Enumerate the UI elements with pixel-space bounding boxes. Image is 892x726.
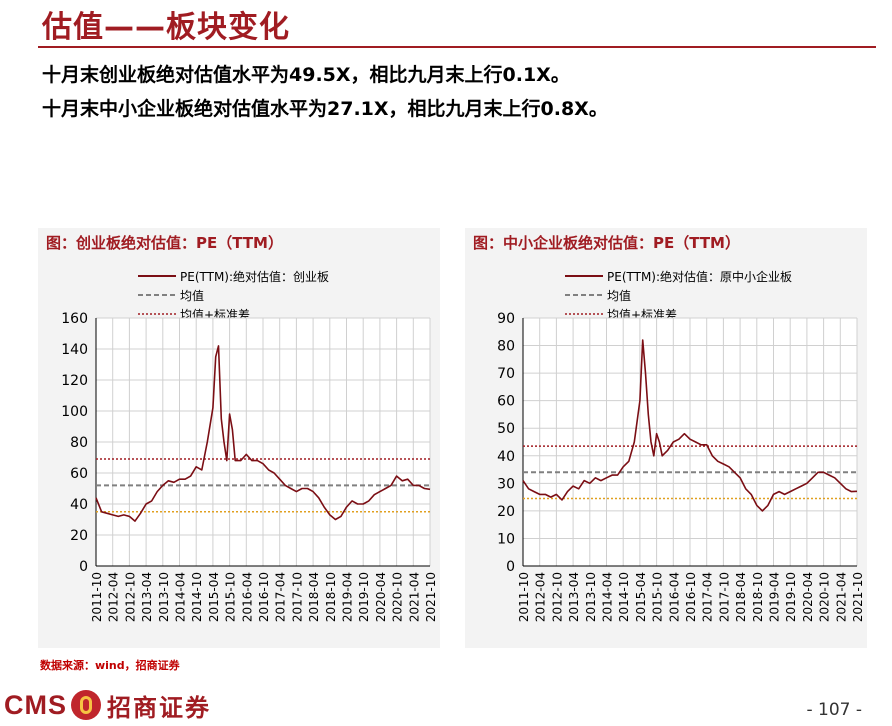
y-tick-label: 80 (70, 435, 88, 451)
x-tick-label: 2020-04 (374, 572, 388, 622)
x-tick-label: 2012-10 (550, 572, 564, 622)
y-tick-label: 30 (497, 476, 515, 492)
y-tick-label: 140 (61, 342, 88, 358)
x-tick-label: 2017-10 (290, 572, 304, 622)
y-tick-label: 160 (61, 311, 88, 327)
x-tick-label: 2017-04 (274, 572, 288, 622)
x-tick-label: 2015-10 (224, 572, 238, 622)
x-tick-label: 2020-04 (801, 572, 815, 622)
x-tick-label: 2019-04 (768, 572, 782, 622)
y-tick-label: 40 (497, 449, 515, 465)
y-tick-label: 60 (497, 394, 515, 410)
y-tick-label: 120 (61, 373, 88, 389)
legend-label: 均值 (180, 288, 204, 303)
x-tick-label: 2016-10 (684, 572, 698, 622)
x-tick-label: 2013-04 (567, 572, 581, 622)
x-tick-label: 2016-04 (240, 572, 254, 622)
x-tick-label: 2017-04 (701, 572, 715, 622)
legend-label: PE(TTM):绝对估值：创业板 (180, 269, 329, 284)
x-tick-label: 2021-10 (424, 572, 438, 622)
x-tick-label: 2013-10 (584, 572, 598, 622)
y-tick-label: 50 (497, 421, 515, 437)
x-tick-label: 2018-10 (324, 572, 338, 622)
chart-title: 图：创业板绝对估值：PE（TTM） (46, 234, 283, 252)
x-tick-label: 2018-04 (307, 572, 321, 622)
y-tick-label: 40 (70, 497, 88, 513)
logo-text: CMS (4, 689, 67, 720)
summary-line-chinext: 十月末创业板绝对估值水平为49.5X，相比九月末上行0.1X。 (42, 64, 570, 86)
title-divider (38, 46, 876, 48)
chart-chinext-pe: PE(TTM):绝对估值：创业板均值均值+标准差均值-标准差0204060801… (61, 269, 438, 622)
x-tick-label: 2018-10 (751, 572, 765, 622)
y-tick-label: 70 (497, 366, 515, 382)
x-tick-label: 2012-10 (123, 572, 137, 622)
x-tick-label: 2015-04 (634, 572, 648, 622)
x-tick-label: 2011-10 (517, 572, 531, 622)
y-tick-label: 20 (497, 504, 515, 520)
x-tick-label: 2014-04 (601, 572, 615, 622)
summary-line-sme: 十月末中小企业板绝对估值水平为27.1X，相比九月末上行0.8X。 (42, 98, 608, 120)
x-tick-label: 2014-10 (190, 572, 204, 622)
x-tick-label: 2013-10 (157, 572, 171, 622)
series-line (522, 339, 858, 512)
x-tick-label: 2011-10 (90, 572, 104, 622)
y-tick-label: 0 (506, 559, 515, 575)
x-tick-label: 2012-04 (534, 572, 548, 622)
x-tick-label: 2014-10 (617, 572, 631, 622)
y-tick-label: 80 (497, 339, 515, 355)
x-tick-label: 2019-10 (357, 572, 371, 622)
company-logo: CMS 招商证券 (4, 688, 211, 722)
x-tick-label: 2021-04 (407, 572, 421, 622)
legend-label: 均值 (607, 288, 631, 303)
x-tick-label: 2014-04 (174, 572, 188, 622)
x-tick-label: 2015-04 (207, 572, 221, 622)
x-tick-label: 2016-10 (257, 572, 271, 622)
page-number: - 107 - (806, 700, 862, 720)
y-tick-label: 20 (70, 528, 88, 544)
series-line (95, 345, 431, 522)
x-tick-label: 2015-10 (651, 572, 665, 622)
x-tick-label: 2018-04 (734, 572, 748, 622)
x-tick-label: 2021-04 (834, 572, 848, 622)
y-tick-label: 100 (61, 404, 88, 420)
x-tick-label: 2016-04 (667, 572, 681, 622)
x-tick-label: 2019-04 (341, 572, 355, 622)
legend-label: PE(TTM):绝对估值：原中小企业板 (607, 269, 792, 284)
page-title: 估值——板块变化 (42, 10, 290, 45)
x-tick-label: 2019-10 (784, 572, 798, 622)
x-tick-label: 2020-10 (818, 572, 832, 622)
chart-panel-sme: 图：中小企业板绝对估值：PE（TTM） PE(TTM):绝对估值：原中小企业板均… (465, 228, 867, 648)
chart-panel-chinext: 图：创业板绝对估值：PE（TTM） PE(TTM):绝对估值：创业板 均值 均值+标… (38, 228, 440, 648)
chart-title: 图：中小企业板绝对估值：PE（TTM） (473, 234, 740, 252)
y-tick-label: 0 (79, 559, 88, 575)
y-tick-label: 60 (70, 466, 88, 482)
x-tick-label: 2012-04 (107, 572, 121, 622)
x-tick-label: 2013-04 (140, 572, 154, 622)
y-tick-label: 10 (497, 531, 515, 547)
logo-mark-icon (71, 690, 101, 720)
x-tick-label: 2020-10 (391, 572, 405, 622)
x-tick-label: 2017-10 (717, 572, 731, 622)
chart-sme-pe: PE(TTM):绝对估值：原中小企业板均值均值+标准差均值-标准差0102030… (497, 269, 865, 622)
y-tick-label: 90 (497, 311, 515, 327)
logo-text-cn: 招商证券 (107, 693, 211, 722)
x-tick-label: 2021-10 (851, 572, 865, 622)
data-source-note: 数据来源：wind，招商证券 (40, 659, 180, 672)
